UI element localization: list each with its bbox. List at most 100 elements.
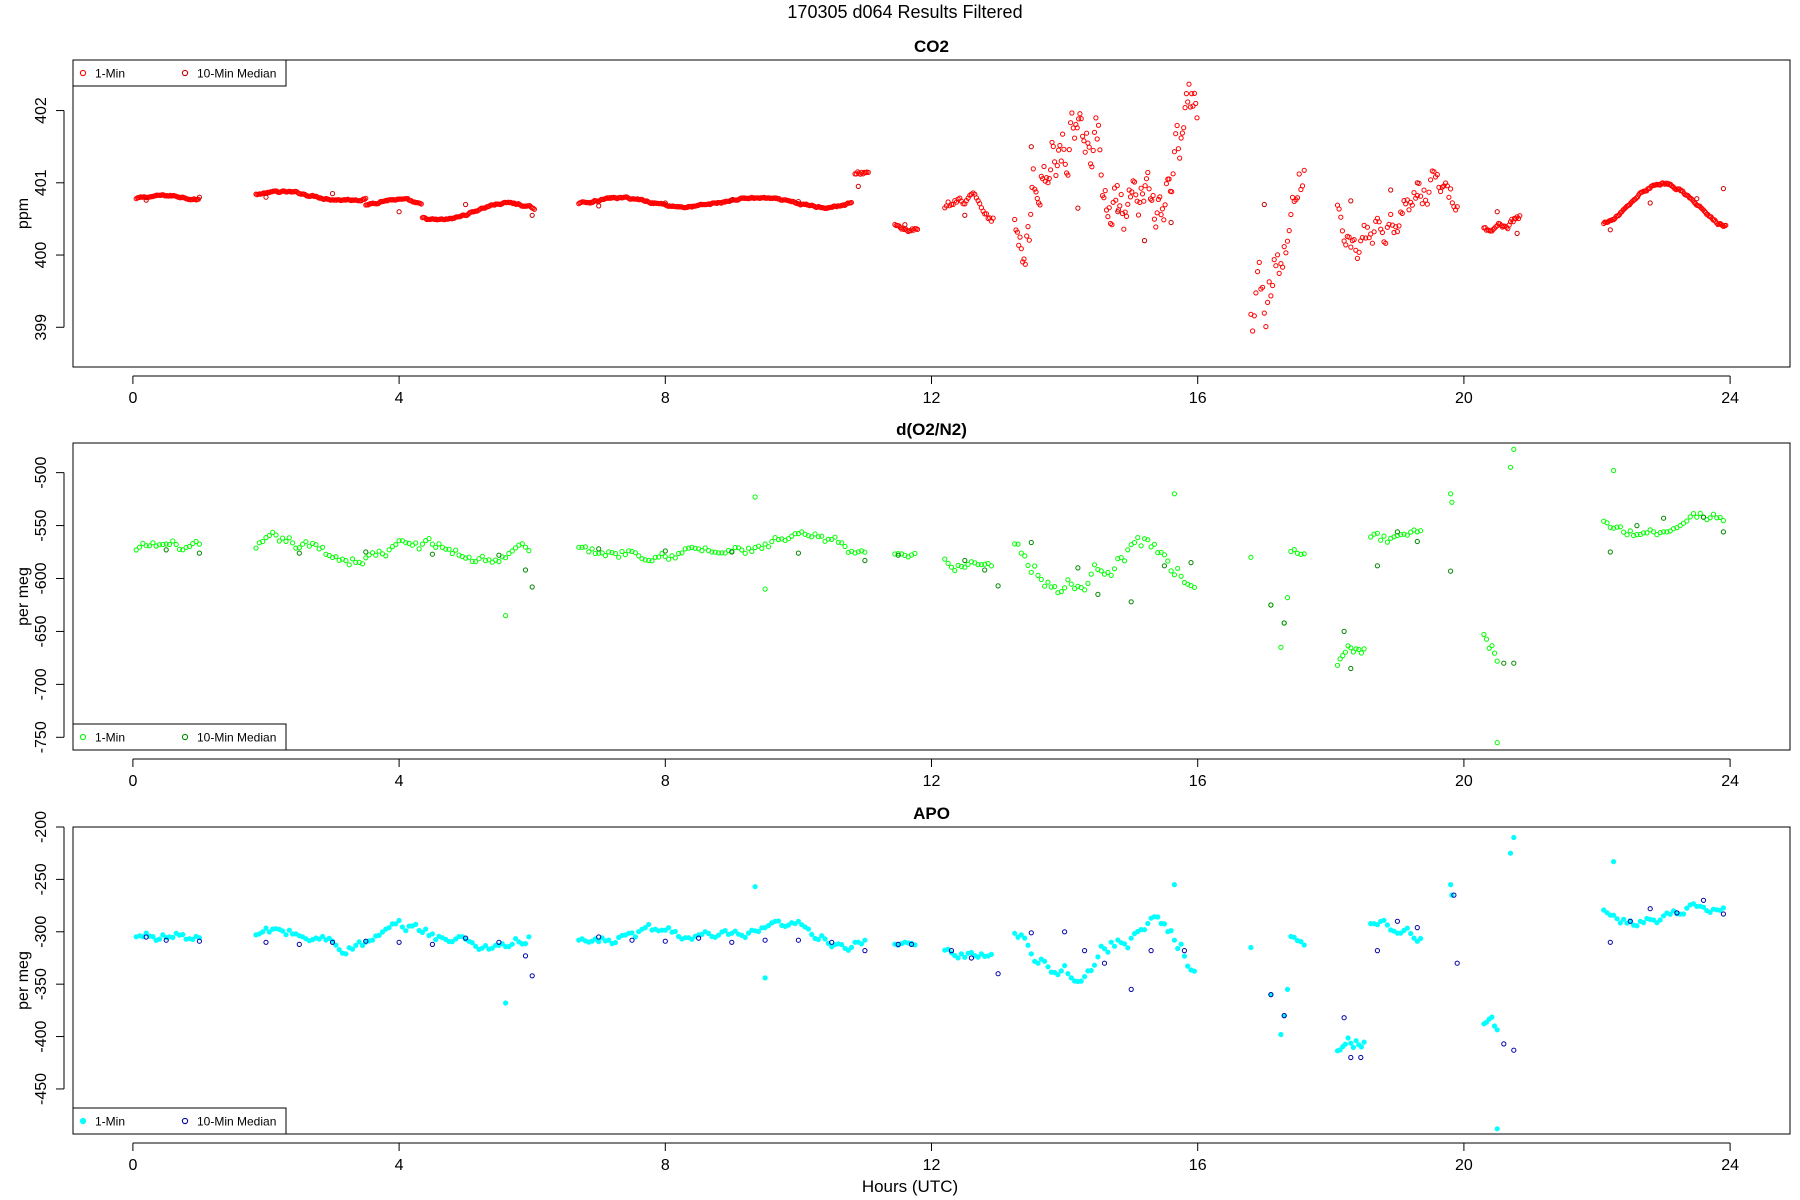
data-point: [1066, 147, 1072, 153]
data-point: [1404, 197, 1410, 203]
data-point: [662, 200, 668, 206]
data-point: [519, 541, 525, 547]
data-point: [1078, 585, 1084, 591]
data-point: [1348, 645, 1354, 651]
data-point: [1275, 252, 1281, 258]
data-point: [1641, 530, 1647, 536]
data-point: [1091, 562, 1098, 568]
data-point: [333, 554, 339, 560]
data-point: [1190, 103, 1196, 109]
data-point: [968, 949, 975, 956]
data-point: [1135, 212, 1142, 218]
y-tick-label: 400: [33, 242, 50, 269]
data-point: [1058, 158, 1064, 164]
data-point: [1511, 834, 1517, 841]
data-point: [1089, 164, 1095, 170]
data-point: [676, 550, 682, 557]
data-point: [1111, 566, 1118, 572]
data-point: [1171, 149, 1178, 155]
data-point: [948, 948, 955, 954]
data-point: [579, 544, 585, 550]
data-point: [855, 549, 861, 555]
data-point: [1086, 144, 1092, 150]
data-point: [1121, 558, 1128, 564]
data-point: [260, 538, 266, 545]
data-point: [1394, 533, 1401, 539]
data-point: [1255, 269, 1261, 275]
data-point: [163, 541, 169, 547]
data-point: [1091, 129, 1098, 135]
data-point: [666, 925, 672, 931]
data-point: [1273, 263, 1279, 269]
data-point: [1182, 105, 1188, 111]
legend-label: 10-Min Median: [197, 67, 276, 81]
data-point: [1123, 213, 1130, 219]
data-point: [1173, 131, 1179, 137]
data-point: [686, 545, 692, 551]
data-point: [845, 549, 851, 555]
data-point: [1281, 620, 1287, 626]
plot-frame: [72, 442, 1791, 751]
data-point: [1486, 645, 1492, 651]
data-point: [1248, 554, 1254, 560]
data-point: [699, 931, 705, 938]
data-point: [1150, 192, 1156, 199]
data-point: [1128, 986, 1134, 993]
x-tick-label: 16: [1189, 390, 1207, 407]
data-point: [1354, 255, 1361, 261]
data-point: [349, 556, 356, 562]
data-point: [1408, 930, 1414, 937]
legend-box: [72, 1107, 287, 1135]
data-point: [359, 942, 366, 949]
data-point: [1491, 1023, 1498, 1029]
data-point: [449, 550, 455, 557]
data-point: [995, 583, 1001, 589]
data-point: [1489, 643, 1495, 649]
data-point: [1358, 1054, 1364, 1061]
data-point: [1494, 658, 1500, 664]
data-point: [662, 938, 668, 944]
data-point: [599, 550, 605, 556]
data-point: [1261, 310, 1267, 316]
panel-3: APO 0 4 8 12 16 20 24 -450 -400 -350 -300 -250 -200 pe…: [15, 804, 1791, 1174]
data-point: [473, 559, 479, 565]
x-tick-label: 8: [661, 1157, 670, 1174]
data-point: [329, 939, 336, 945]
y-axis-label: per meg: [15, 951, 32, 1010]
data-point: [636, 929, 642, 935]
data-point: [1141, 927, 1148, 933]
data-point: [1361, 1039, 1367, 1045]
y-tick-label: -650: [33, 615, 50, 647]
data-point: [1398, 532, 1404, 538]
data-point: [196, 550, 202, 556]
data-point: [1081, 138, 1087, 144]
data-point: [616, 554, 622, 560]
data-point: [1148, 948, 1154, 954]
data-point: [137, 544, 143, 550]
data-point: [1270, 282, 1276, 289]
data-point: [1348, 1040, 1354, 1046]
data-point: [1684, 905, 1690, 911]
data-point: [1621, 529, 1627, 535]
data-point: [1607, 524, 1613, 531]
data-point: [855, 183, 861, 189]
data-point: [170, 934, 176, 941]
data-point: [1181, 125, 1187, 131]
data-point: [839, 540, 845, 546]
data-point: [785, 922, 792, 928]
data-point: [176, 546, 183, 553]
data-point: [429, 551, 435, 557]
data-point: [1175, 945, 1181, 952]
data-point: [1647, 906, 1653, 912]
data-point: [1191, 90, 1198, 97]
data-point: [146, 543, 153, 549]
data-point: [1147, 196, 1154, 202]
data-point: [1048, 167, 1054, 173]
data-point: [316, 936, 322, 942]
data-point: [696, 935, 702, 941]
data-point: [1374, 948, 1381, 954]
data-point: [1634, 523, 1640, 529]
data-point: [596, 546, 602, 552]
data-point: [719, 550, 725, 556]
